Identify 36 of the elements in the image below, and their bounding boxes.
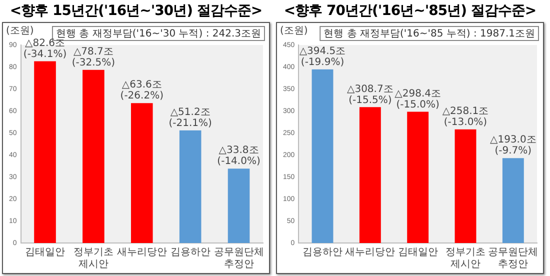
data-label: △63.6조 (-26.2%) (120, 80, 164, 102)
x-tick-label: 공무원단체 추정안 (214, 246, 264, 270)
bar (34, 61, 56, 243)
data-label: △193.0조 (-9.7%) (490, 134, 536, 157)
data-label: △82.6조 (-34.1%) (23, 38, 67, 60)
text: 현행 총 재정부담('16~'30 누적) : 242.3조원 (56, 28, 262, 40)
data-label: △394.5조 (-19.9%) (299, 46, 346, 68)
data-label: △51.2조 (-21.1%) (168, 106, 212, 129)
y-axis-title: (조원) (280, 26, 308, 37)
x-tick-label: 김용하안 (302, 246, 343, 258)
x-tick-label: 김태일안 (398, 246, 438, 258)
bar (228, 168, 250, 243)
y-axis-title: (조원) (6, 26, 34, 37)
data-label: △308.7조 (-15.5%) (347, 84, 394, 106)
bar (179, 130, 202, 243)
chart-title: <향후 70년간('16년~'85년) 절감수준> (282, 2, 538, 20)
bar (82, 70, 104, 243)
x-tick-label: 새누리당안 (116, 246, 167, 258)
x-tick-label: 공무원단체 추정안 (488, 246, 538, 270)
x-tick-label: 김용하안 (170, 246, 210, 258)
bar (502, 158, 524, 243)
data-label: △298.4조 (-15.0%) (394, 88, 442, 110)
bar (359, 107, 381, 243)
bar (407, 112, 429, 243)
chart-title: <향후 15년간('16년~'30년) 절감수준> (8, 2, 264, 20)
x-tick-label: 김태일안 (25, 246, 66, 258)
data-label: △78.7조 (-32.5%) (72, 46, 116, 68)
x-tick-label: 새누리당안 (345, 246, 396, 258)
bar (454, 129, 476, 243)
text: 현행 총 재정부담('16~'85 누적) : 1987.1조원 (324, 28, 536, 40)
x-tick-label: 정부기초 제시안 (446, 246, 486, 270)
bar (130, 103, 153, 243)
data-label: △33.8조 (-14.0%) (217, 145, 260, 168)
data-label: △258.1조 (-13.0%) (442, 106, 489, 128)
bar (312, 69, 334, 243)
x-tick-label: 정부기초 제시안 (73, 246, 114, 270)
